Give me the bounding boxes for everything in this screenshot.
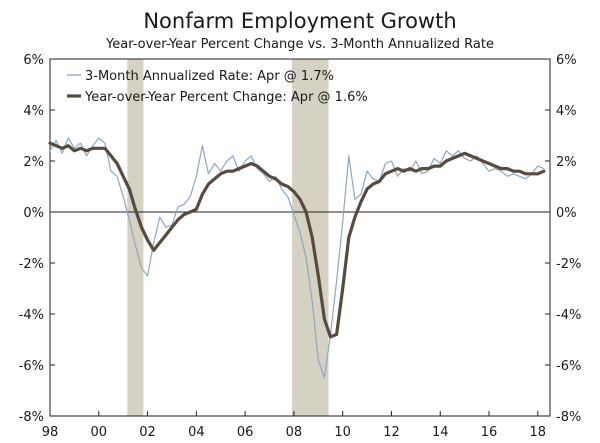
y-tick-label-right: -4% [556, 308, 581, 323]
x-tick-label: 02 [139, 425, 156, 440]
y-tick-label-left: 6% [23, 53, 44, 68]
x-tick-label: 00 [91, 425, 108, 440]
x-tick-label: 16 [481, 425, 498, 440]
y-tick-label-right: -6% [556, 359, 581, 374]
chart-subtitle: Year-over-Year Percent Change vs. 3-Mont… [105, 37, 494, 52]
y-tick-label-right: 4% [556, 104, 577, 119]
legend: 3-Month Annualized Rate: Apr @ 1.7% Year… [67, 69, 368, 105]
series-lines [48, 137, 546, 379]
y-tick-label-left: 0% [23, 206, 44, 221]
x-tick-label: 98 [42, 425, 59, 440]
y-tick-label-left: -6% [19, 359, 44, 374]
x-tick-label: 04 [188, 425, 205, 440]
plot-frame [49, 58, 551, 417]
y-tick-label-right: 2% [556, 155, 577, 170]
x-tick-label: 08 [286, 425, 303, 440]
series-line-year-over-year [48, 141, 546, 339]
tick-labels: 6% 6% 4% 4% 2% 2% 0% 0% -2% -2% -4% -4% -6% -6% -8% -8%… [19, 53, 582, 440]
y-tick-label-left: -4% [19, 308, 44, 323]
y-tick-label-left: -2% [19, 257, 44, 272]
axes [49, 58, 551, 417]
x-tick-label: 18 [530, 425, 547, 440]
chart-title: Nonfarm Employment Growth [143, 9, 456, 33]
y-tick-label-left: -8% [19, 410, 44, 425]
y-tick-label-right: 0% [556, 206, 577, 221]
x-tick-label: 06 [237, 425, 254, 440]
y-tick-label-right: -2% [556, 257, 581, 272]
y-tick-label-right: 6% [556, 53, 577, 68]
recession-shading [127, 59, 329, 416]
legend-label-3-month: 3-Month Annualized Rate: Apr @ 1.7% [85, 69, 334, 84]
x-tick-label: 14 [432, 425, 449, 440]
y-tick-label-left: 2% [23, 155, 44, 170]
x-tick-label: 10 [334, 425, 351, 440]
x-tick-label: 12 [383, 425, 400, 440]
recession-band-1 [291, 59, 329, 416]
y-tick-label-left: 4% [23, 104, 44, 119]
recession-band-0 [127, 59, 144, 416]
legend-label-year-over-year: Year-over-Year Percent Change: Apr @ 1.6… [84, 90, 368, 105]
y-tick-label-right: -8% [556, 410, 581, 425]
